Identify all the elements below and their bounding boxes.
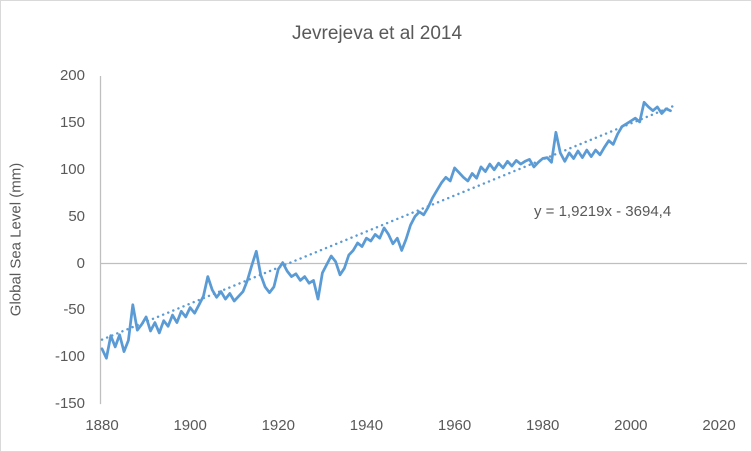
- x-tick-label: 1940: [349, 417, 384, 434]
- y-tick-label: -50: [63, 301, 85, 319]
- x-tick-label: 2020: [702, 417, 736, 434]
- y-tick-label: 150: [59, 113, 85, 131]
- x-tick-label: 1980: [526, 417, 560, 434]
- sea-level-line: [100, 100, 672, 360]
- y-tick-label: -150: [54, 395, 85, 413]
- x-tick-label: 1880: [85, 417, 119, 434]
- y-tick-label: 0: [76, 254, 85, 272]
- x-tick-label: 2000: [614, 417, 648, 434]
- x-tick-label: 1960: [437, 417, 472, 434]
- chart-title: Jevrejeva et al 2014: [291, 23, 463, 44]
- trend-line: [100, 104, 676, 341]
- x-tick-label: 1900: [173, 417, 207, 434]
- y-tick-label: 50: [68, 207, 85, 225]
- y-tick-label: 100: [59, 160, 85, 178]
- x-tick-label: 1920: [261, 417, 295, 434]
- y-tick-label: 200: [59, 67, 85, 84]
- trendline-equation: y = 1,9219x - 3694,4: [534, 203, 672, 220]
- y-tick-label: -100: [54, 348, 85, 366]
